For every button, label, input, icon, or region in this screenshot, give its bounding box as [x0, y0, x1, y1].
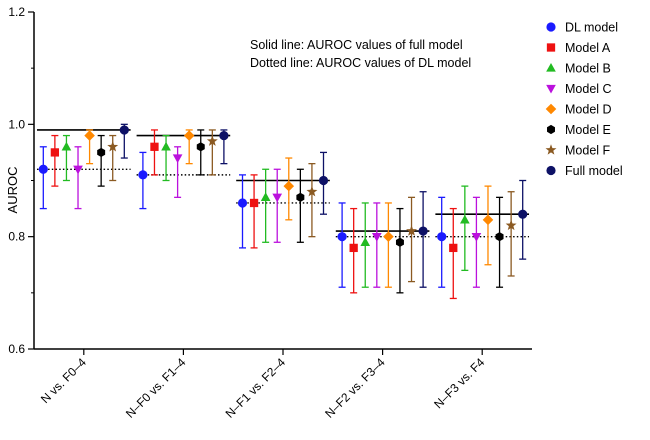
- data-point: [272, 193, 283, 203]
- series-model-c: [73, 146, 482, 288]
- legend-item-model-f: Model F: [545, 144, 611, 158]
- legend-label: Model B: [565, 62, 611, 76]
- x-tick-label: N vs. F0–4: [38, 355, 89, 406]
- legend-label: Model C: [565, 82, 612, 96]
- data-point: [172, 154, 183, 164]
- data-point: [107, 141, 119, 152]
- data-point: [371, 232, 382, 242]
- legend-item-model-e: Model E: [547, 123, 611, 137]
- y-tick-label: 0.6: [8, 342, 25, 356]
- data-point: [73, 165, 83, 175]
- y-tick-label: 0.8: [8, 230, 25, 244]
- data-point: [196, 142, 205, 152]
- legend-label: Full model: [565, 164, 623, 178]
- series-dl-model: [38, 146, 447, 288]
- y-axis-title: AUROC: [5, 167, 20, 214]
- annotation-line-2: Dotted line: AUROC values of DL model: [250, 56, 471, 70]
- data-point: [219, 130, 229, 141]
- x-tick-label: N–F0 vs. F1–4: [123, 355, 189, 421]
- data-point: [206, 135, 218, 146]
- series-model-f: [107, 129, 517, 283]
- data-point: [50, 148, 60, 157]
- series-model-d: [84, 129, 494, 288]
- x-tick-label: N–F3 vs. F4: [431, 355, 487, 411]
- series-model-e: [97, 129, 504, 294]
- data-point: [150, 142, 159, 151]
- data-point: [138, 170, 148, 180]
- data-point: [449, 243, 458, 253]
- y-tick-label: 1.2: [8, 5, 25, 19]
- data-point: [119, 125, 129, 135]
- data-point: [495, 232, 504, 242]
- data-point: [349, 243, 358, 253]
- data-point: [518, 209, 528, 219]
- data-point: [283, 180, 295, 192]
- data-point: [296, 192, 305, 202]
- legend-marker: [545, 144, 557, 155]
- data-point: [460, 214, 470, 224]
- legend-label: DL model: [565, 21, 618, 35]
- x-tick-label: N–F1 vs. F2–4: [223, 355, 289, 421]
- legend-marker: [546, 22, 556, 32]
- y-tick-label: 1.0: [8, 117, 25, 131]
- data-point: [161, 141, 171, 151]
- data-point: [337, 232, 347, 242]
- annotation-line-1: Solid line: AUROC values of full model: [250, 38, 463, 52]
- data-point: [97, 147, 106, 158]
- legend-item-model-a: Model A: [546, 41, 611, 55]
- legend-marker: [546, 62, 556, 72]
- series-full-model: [119, 123, 528, 288]
- legend-label: Model D: [565, 103, 612, 117]
- legend-marker: [546, 165, 556, 176]
- legend: DL model Model A Model B Model C Model D Mode…: [545, 21, 623, 178]
- data-marks: [38, 123, 528, 300]
- legend-item-model-d: Model D: [545, 103, 612, 117]
- series-model-b: [61, 134, 470, 288]
- legend-item-model-c: Model C: [546, 82, 612, 96]
- data-point: [249, 198, 259, 208]
- series-model-a: [50, 129, 458, 300]
- data-point: [418, 226, 428, 236]
- data-point: [183, 130, 195, 141]
- data-point: [505, 219, 517, 231]
- data-point: [395, 237, 404, 247]
- annotation: Solid line: AUROC values of full model D…: [250, 38, 471, 70]
- data-point: [84, 130, 95, 141]
- data-point: [471, 232, 482, 242]
- legend-label: Model F: [565, 144, 611, 158]
- data-point: [482, 214, 494, 226]
- legend-label: Model E: [565, 123, 611, 137]
- legend-item-model-b: Model B: [546, 62, 611, 76]
- data-point: [437, 232, 447, 242]
- legend-label: Model A: [565, 41, 611, 55]
- data-point: [306, 185, 318, 197]
- legend-marker: [546, 84, 556, 94]
- data-point: [383, 231, 394, 242]
- legend-item-dl-model: DL model: [546, 21, 618, 35]
- data-point: [360, 237, 371, 246]
- legend-marker: [546, 43, 556, 52]
- data-point: [260, 192, 271, 202]
- data-point: [61, 141, 72, 151]
- legend-marker: [547, 124, 555, 135]
- legend-item-full-model: Full model: [546, 164, 623, 178]
- x-tick-label: N–F2 vs. F3–4: [322, 355, 388, 421]
- data-point: [406, 225, 417, 236]
- data-point: [38, 164, 48, 174]
- data-point: [237, 198, 248, 208]
- data-point: [318, 175, 329, 186]
- legend-marker: [545, 103, 557, 115]
